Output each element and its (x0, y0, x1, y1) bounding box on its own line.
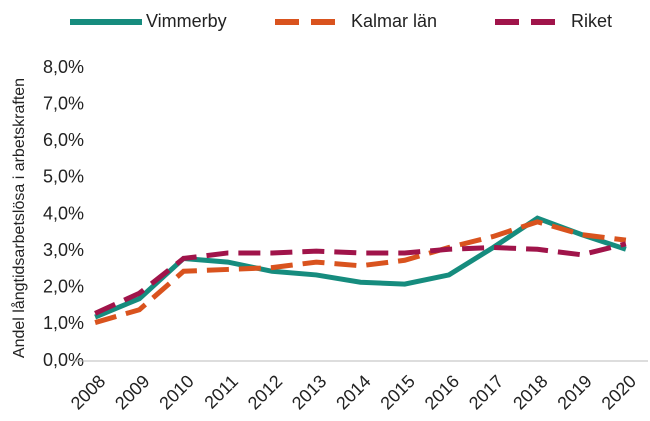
x-tick-label: 2008 (67, 371, 109, 413)
x-tick-label: 2010 (155, 371, 197, 413)
y-axis-title: Andel långtidsarbetslösa i arbetskraften (10, 78, 28, 358)
x-tick-label: 2012 (244, 371, 286, 413)
x-tick-label: 2013 (288, 371, 330, 413)
y-tick-label: 0,0% (43, 350, 84, 370)
line-series (94, 219, 627, 325)
y-tick-label: 6,0% (43, 130, 84, 150)
legend-label: Vimmerby (146, 11, 227, 31)
y-tick-label: 8,0% (43, 57, 84, 77)
x-tick-label: 2011 (200, 371, 242, 413)
y-tick-label: 4,0% (43, 203, 84, 223)
legend-label: Riket (571, 11, 612, 31)
x-tick-label: 2020 (598, 371, 640, 413)
x-tick-label: 2016 (421, 371, 463, 413)
line-series (94, 215, 627, 320)
y-tick-label: 3,0% (43, 240, 84, 260)
y-tick-label: 2,0% (43, 277, 84, 297)
y-tick-label: 5,0% (43, 167, 84, 187)
line-series (94, 241, 627, 316)
x-tick-label: 2015 (376, 371, 418, 413)
y-tick-label: 1,0% (43, 313, 84, 333)
x-tick-label: 2019 (553, 371, 595, 413)
legend-label: Kalmar län (351, 11, 437, 31)
y-tick-label: 7,0% (43, 93, 84, 113)
x-tick-label: 2009 (111, 371, 153, 413)
x-tick-label: 2014 (332, 371, 374, 413)
x-tick-label: 2017 (465, 371, 507, 413)
x-tick-label: 2018 (509, 371, 551, 413)
